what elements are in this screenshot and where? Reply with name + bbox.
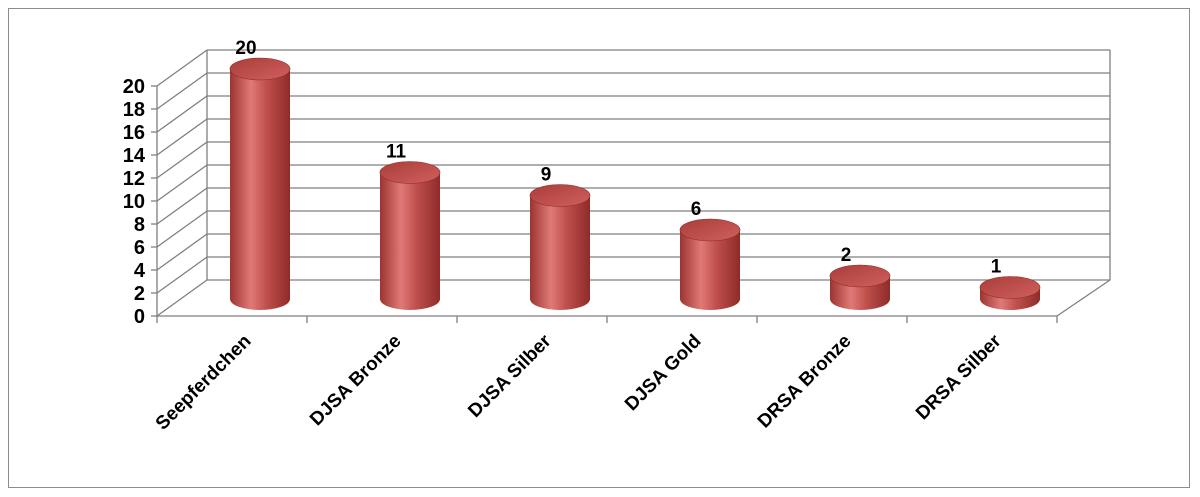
- y-tick-label: 4: [134, 260, 146, 282]
- side-gridline: [156, 95, 208, 133]
- bar-body: [380, 172, 440, 310]
- y-tick-label: 20: [123, 76, 145, 98]
- bar: [979, 276, 1041, 310]
- side-gridline: [156, 279, 208, 317]
- side-gridline: [156, 72, 208, 110]
- chart-frame: [8, 8, 1190, 488]
- side-gridline: [156, 164, 208, 202]
- bar: [229, 57, 291, 310]
- side-gridline: [156, 118, 208, 156]
- y-tick-label: 16: [123, 122, 145, 144]
- bar-top: [829, 264, 891, 288]
- data-label: 1: [991, 257, 1002, 278]
- category-label: DJSA Gold: [621, 331, 706, 416]
- category-label: DJSA Bronze: [306, 331, 405, 430]
- bar: [529, 184, 591, 310]
- side-gridline: [156, 141, 208, 179]
- data-labels: 20 11 9 6 2 1: [235, 38, 1001, 278]
- side-gridline: [156, 49, 208, 87]
- data-label: 9: [541, 165, 552, 186]
- gridlines: [156, 49, 1111, 317]
- y-tick-label: 18: [123, 99, 145, 121]
- axes: [151, 85, 1111, 323]
- category-label: DRSA Bronze: [754, 331, 856, 433]
- side-gridline: [156, 187, 208, 225]
- bar: [829, 264, 891, 310]
- category-label: DRSA Silber: [912, 330, 1006, 424]
- data-label: 11: [386, 142, 407, 163]
- bar-top: [679, 218, 741, 242]
- category-labels: Seepferdchen DJSA Bronze DJSA Silber DJSA G…: [152, 330, 1006, 434]
- bar-top: [229, 57, 291, 81]
- bars: [229, 57, 1041, 310]
- bar-body: [530, 195, 590, 310]
- bar: [679, 218, 741, 310]
- category-label: DJSA Silber: [464, 330, 556, 422]
- y-tick-label: 0: [134, 306, 145, 328]
- bar-top: [979, 276, 1041, 299]
- y-tick-label: 2: [134, 283, 145, 305]
- y-tick-label: 14: [123, 145, 146, 167]
- category-label: Seepferdchen: [152, 331, 256, 435]
- y-tick-label: 10: [123, 191, 145, 213]
- data-label: 2: [841, 245, 852, 266]
- y-tick-label: 12: [123, 168, 145, 190]
- bar-body: [230, 69, 290, 310]
- bar: [379, 161, 441, 310]
- side-gridline: [156, 233, 208, 271]
- bar-body: [680, 230, 740, 310]
- floor-right-edge: [1056, 279, 1111, 317]
- side-gridline: [156, 210, 208, 248]
- y-tick-label: 6: [134, 237, 145, 259]
- data-label: 6: [691, 199, 702, 220]
- y-tick-label: 8: [134, 214, 145, 236]
- bar-top: [529, 184, 591, 207]
- side-gridline: [156, 256, 208, 294]
- bar-top: [379, 161, 441, 184]
- data-label: 20: [235, 38, 256, 59]
